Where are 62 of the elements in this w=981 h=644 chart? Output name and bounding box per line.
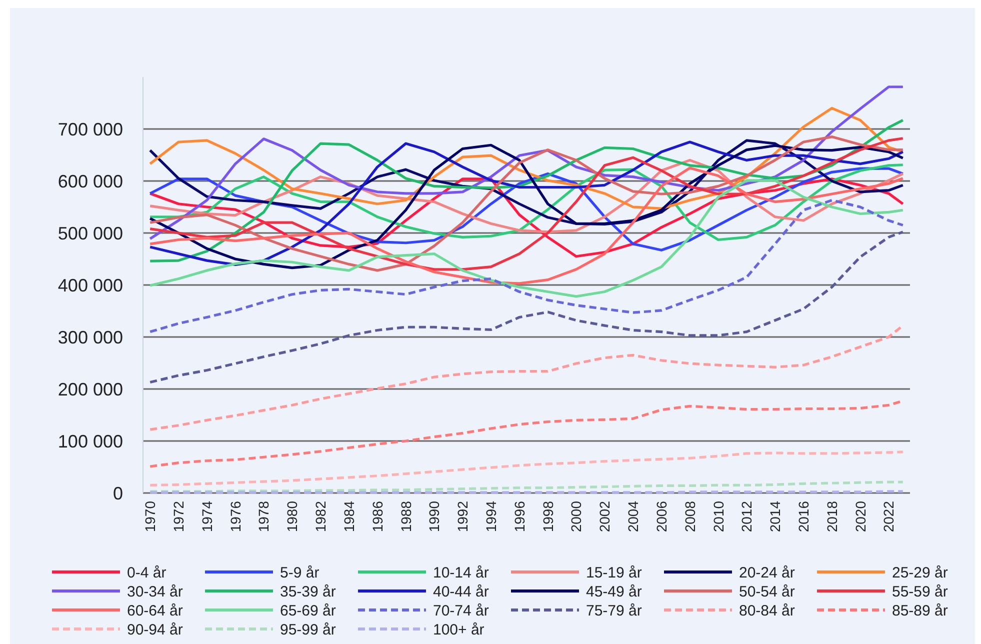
x-tick-label: 1982 xyxy=(312,500,329,532)
legend-label: 5-9 år xyxy=(280,564,320,582)
legend-label: 75-79 år xyxy=(586,602,642,620)
x-tick-label: 1978 xyxy=(256,500,272,532)
y-tick-label: 0 xyxy=(112,483,123,504)
x-tick-label: 1996 xyxy=(511,500,528,532)
legend-label: 70-74 år xyxy=(433,602,489,620)
line-series xyxy=(148,198,904,334)
legend-label: 30-34 år xyxy=(127,583,183,600)
line-series xyxy=(148,230,904,384)
x-tick-label: 2016 xyxy=(795,500,812,532)
legend-label: 55-59 år xyxy=(892,583,948,600)
x-tick-label: 1992 xyxy=(454,500,471,532)
x-tick-label: 2014 xyxy=(767,500,784,532)
x-tick-label: 1972 xyxy=(170,500,187,532)
legend-label: 0-4 år xyxy=(127,564,166,582)
x-tick-label: 1970 xyxy=(142,500,158,532)
line-series xyxy=(148,179,904,298)
legend-label: 60-64 år xyxy=(127,602,183,620)
legend-label: 85-89 år xyxy=(892,602,948,620)
x-tick-label: 1976 xyxy=(227,500,244,532)
x-tick-label: 1984 xyxy=(340,500,357,532)
x-tick-label: 1988 xyxy=(398,500,414,532)
legend-label: 20-24 år xyxy=(739,564,795,582)
x-tick-label: 2008 xyxy=(682,500,698,532)
x-tick-label: 2020 xyxy=(852,500,868,532)
x-tick-label: 2000 xyxy=(568,500,584,532)
y-tick-label: 700 000 xyxy=(58,119,123,140)
line-series xyxy=(148,480,904,493)
y-tick-label: 100 000 xyxy=(58,431,123,452)
x-tick-label: 2006 xyxy=(653,500,670,532)
legend-label: 10-14 år xyxy=(433,564,489,582)
line-series xyxy=(148,166,904,285)
x-tick-label: 1994 xyxy=(482,500,499,532)
legend-label: 15-19 år xyxy=(586,564,642,582)
legend-label: 95-99 år xyxy=(280,621,336,638)
x-tick-label: 1980 xyxy=(284,500,300,532)
legend-label: 100+ år xyxy=(433,621,484,638)
legend-label: 40-44 år xyxy=(433,583,489,600)
legend-label: 65-69 år xyxy=(280,602,336,620)
x-tick-label: 1990 xyxy=(426,500,442,532)
y-tick-label: 600 000 xyxy=(58,171,123,192)
x-tick-label: 2004 xyxy=(625,500,642,532)
x-tick-label: 2018 xyxy=(824,500,840,532)
legend-label: 50-54 år xyxy=(739,583,795,600)
x-tick-label: 2010 xyxy=(710,500,726,532)
x-tick-label: 2002 xyxy=(596,500,613,532)
legend-label: 80-84 år xyxy=(739,602,795,620)
x-tick-label: 2012 xyxy=(738,500,755,532)
legend-label: 45-49 år xyxy=(586,583,642,600)
line-series xyxy=(148,450,904,486)
legend-label: 90-94 år xyxy=(127,621,183,638)
y-tick-label: 500 000 xyxy=(58,223,123,244)
y-tick-label: 400 000 xyxy=(58,275,123,296)
x-tick-label: 1974 xyxy=(198,500,215,532)
legend-label: 25-29 år xyxy=(892,564,948,582)
y-tick-label: 300 000 xyxy=(58,327,123,348)
x-tick-label: 1998 xyxy=(540,500,556,532)
x-tick-label: 2022 xyxy=(880,500,897,532)
legend-label: 35-39 år xyxy=(280,583,336,600)
x-tick-label: 1986 xyxy=(369,500,386,532)
y-tick-label: 200 000 xyxy=(58,379,123,400)
